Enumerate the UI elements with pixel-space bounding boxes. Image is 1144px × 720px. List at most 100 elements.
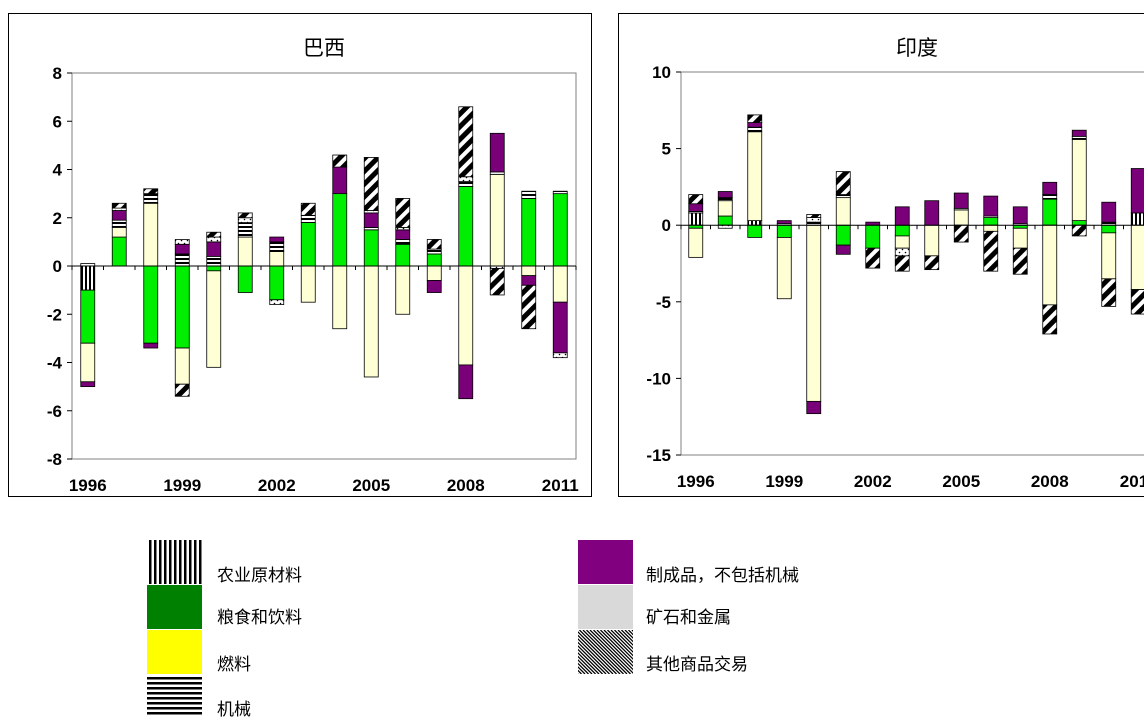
bar-food-2011 xyxy=(552,193,568,267)
bar-other-2010 xyxy=(1101,278,1117,307)
bar-agri-1996 xyxy=(688,212,704,226)
bar-other-2004 xyxy=(924,255,940,271)
bar-mach-2009 xyxy=(1071,135,1087,140)
y-tick-label: -10 xyxy=(646,369,671,388)
bar-food-2008 xyxy=(1042,198,1058,226)
bar-food-1999 xyxy=(174,265,190,349)
x-tick-label: 2011 xyxy=(542,476,579,495)
x-tick-label: 1996 xyxy=(677,472,715,491)
x-tick-label: 2008 xyxy=(447,476,485,495)
legend-swatch-mach xyxy=(147,675,202,715)
bar-fuel-2007 xyxy=(1012,227,1028,249)
bar-manuf-2009 xyxy=(1071,129,1087,137)
bar-fuel-2005 xyxy=(953,209,969,226)
bar-food-2002 xyxy=(269,265,285,301)
bar-manuf-2006 xyxy=(983,195,999,217)
bar-ores-2003 xyxy=(894,247,910,257)
legend-item-other xyxy=(533,629,722,679)
x-tick-label: 2005 xyxy=(352,476,390,495)
legend-item-agri xyxy=(147,540,202,589)
y-tick-label: -8 xyxy=(47,450,62,469)
bar-manuf-2004 xyxy=(924,200,940,226)
bar-fuel-2007 xyxy=(426,265,442,281)
bar-food-1998 xyxy=(747,224,763,238)
bar-other-1996 xyxy=(688,194,704,205)
x-tick-label: 2011 xyxy=(1120,472,1144,491)
bar-mach-1997 xyxy=(111,219,127,228)
bar-manuf-2000 xyxy=(206,241,222,257)
bar-mach-2007 xyxy=(426,248,442,255)
bar-other-2011 xyxy=(1130,289,1144,315)
bar-food-2001 xyxy=(237,265,253,293)
bar-food-1997 xyxy=(717,215,733,226)
bar-manuf-2005 xyxy=(953,192,969,209)
bar-other-2010 xyxy=(521,284,537,330)
bar-ores-2002 xyxy=(269,299,285,305)
bar-food-2004 xyxy=(332,193,348,267)
bar-manuf-2004 xyxy=(332,166,348,195)
bar-food-2003 xyxy=(300,222,316,267)
bar-fuel-2006 xyxy=(395,265,411,315)
y-tick-label: 2 xyxy=(53,209,62,228)
bar-agri-1998 xyxy=(747,220,763,226)
chart-title: 巴西 xyxy=(303,37,345,60)
bar-manuf-1997 xyxy=(111,210,127,221)
bar-fuel-1996 xyxy=(80,342,96,383)
legend-swatch-agri xyxy=(147,540,202,584)
bar-manuf-1998 xyxy=(143,342,159,349)
bar-fuel-2002 xyxy=(269,251,285,267)
bar-manuf-2011 xyxy=(552,301,568,354)
bar-mach-2001 xyxy=(237,222,253,238)
bar-fuel-2011 xyxy=(1130,224,1144,290)
legend-item-food xyxy=(147,585,202,634)
legend-swatch-food xyxy=(147,585,202,629)
y-tick-label: 0 xyxy=(662,216,671,235)
brazil-chart: 巴西 -8 -6 -4 -2 0 2 4 6 8 1996 1999 2002 2005 2008 2011 xyxy=(47,37,579,495)
bar-fuel-2010 xyxy=(521,265,537,277)
bar-manuf-2006 xyxy=(395,229,411,240)
bar-fuel-2008 xyxy=(458,265,474,366)
india-chart: 印度 -15 -10 -5 0 5 10 1996 1999 2002 2005 2008 2011 xyxy=(646,37,1144,491)
bar-food-2006 xyxy=(395,243,411,267)
bar-food-2001 xyxy=(835,224,851,246)
bar-fuel-2003 xyxy=(300,265,316,303)
legend-label-ores: 矿石和金属 xyxy=(646,608,731,628)
bar-manuf-2002 xyxy=(269,236,285,243)
bar-fuel-2011 xyxy=(552,265,568,303)
bar-other-2009 xyxy=(1071,224,1087,237)
bar-manuf-2000 xyxy=(806,400,822,415)
bar-fuel-1997 xyxy=(111,226,127,238)
bar-manuf-1996 xyxy=(80,381,96,388)
legend-swatch-other xyxy=(533,629,722,675)
bar-fuel-1999 xyxy=(174,347,190,385)
bar-other-2001 xyxy=(835,171,851,195)
x-tick-label: 2005 xyxy=(942,472,980,491)
x-tick-label: 1996 xyxy=(69,476,107,495)
bar-fuel-2010 xyxy=(1101,232,1117,280)
bar-mach-1998 xyxy=(747,126,763,133)
chart-panel-brazil: 巴西 -8 -6 -4 -2 0 2 4 6 8 1996 1999 2002 2005 2008 2011 xyxy=(8,13,592,497)
bar-mach-2008 xyxy=(458,181,474,187)
bar-food-1998 xyxy=(143,265,159,344)
bar-other-1997 xyxy=(111,202,127,209)
bar-fuel-2003 xyxy=(894,235,910,249)
bar-manuf-2010 xyxy=(521,275,537,286)
y-tick-label: -6 xyxy=(47,402,62,421)
bar-manuf-2008 xyxy=(1042,181,1058,195)
y-tick-label: 0 xyxy=(53,257,62,276)
bar-fuel-1996 xyxy=(688,227,704,258)
bar-other-2009 xyxy=(489,268,505,296)
legend-label-agri: 农业原材料 xyxy=(217,566,302,586)
bar-manuf-1998 xyxy=(747,122,763,128)
y-tick-label: -4 xyxy=(47,354,63,373)
bar-manuf-2008 xyxy=(458,364,474,400)
bar-ores-2000 xyxy=(206,236,222,243)
bar-food-2006 xyxy=(983,217,999,226)
x-tick-label: 2008 xyxy=(1031,472,1069,491)
bar-fuel-2009 xyxy=(1071,139,1087,222)
bar-food-1997 xyxy=(111,236,127,267)
x-tick-label: 1999 xyxy=(765,472,803,491)
bar-other-2006 xyxy=(983,230,999,272)
bar-food-1999 xyxy=(776,224,792,238)
y-tick-label: -5 xyxy=(656,293,671,312)
